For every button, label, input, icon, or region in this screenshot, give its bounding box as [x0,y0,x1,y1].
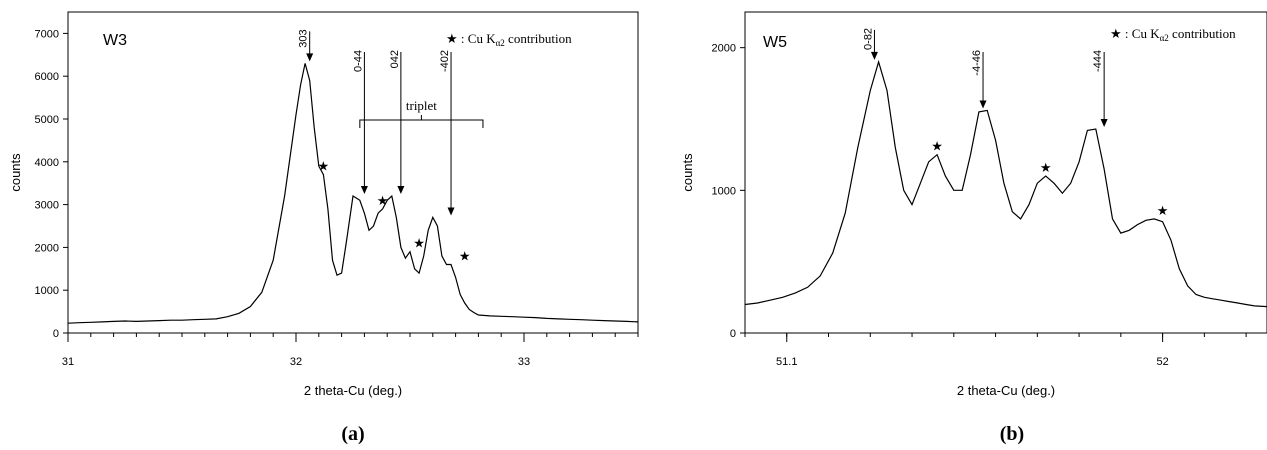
x-tick-label: 31 [62,356,74,368]
y-axis-title: counts [8,153,23,192]
x-tick-label: 51.1 [776,356,797,368]
peak-annotation: 042 [389,50,405,195]
peak-label: 042 [389,50,401,68]
kalpha2-star-marker: ★ [413,236,425,251]
peak-arrow-head [306,53,314,62]
chart-panel-b: 0 1000 2000 51.1 52 2 theta-Cu (deg.) counts W5… [680,11,1267,445]
kalpha2-star-marker: ★ [377,193,389,208]
kalpha2-star-marker: ★ [1157,203,1169,218]
peak-arrow-head [870,51,878,60]
peak-arrow-head [979,100,987,109]
plot-frame [67,11,639,334]
kalpha2-star-marker: ★ [1040,160,1052,175]
y-tick-label: 3000 [35,200,59,212]
panel-caption: (b) [1000,423,1024,445]
peak-label: 0-82 [862,28,874,50]
peak-arrow-head [1100,118,1108,127]
kalpha2-star-marker: ★ [318,159,330,174]
plot-frame [744,11,1267,334]
peak-label: -444 [1092,50,1104,72]
legend-suffix: contribution [1169,26,1236,41]
legend-subscript: α2 [496,38,505,48]
x-tick-label: 52 [1156,356,1168,368]
bracket-line [359,119,484,128]
peak-label: -4-46 [971,50,983,76]
peak-annotation: -4-46 [971,50,987,109]
diffraction-curve [744,59,1267,308]
panel-label: W3 [103,32,127,49]
peak-annotation: 303 [298,29,314,62]
y-tick-label: 1000 [712,185,736,197]
legend-suffix: contribution [505,31,572,46]
y-tick-label: 0 [53,328,59,340]
y-tick-label: 6000 [35,71,59,83]
y-tick-label: 4000 [35,157,59,169]
y-axis-title: counts [680,153,695,192]
legend-entry: ★ : Cu Kα2 contribution [1110,26,1236,43]
y-tick-label: 2000 [712,43,736,55]
legend-star: ★ [1110,26,1125,41]
peak-label: -402 [439,50,451,72]
peak-arrow-head [397,186,405,195]
bracket-label: triplet [406,98,437,113]
panel-caption: (a) [341,423,364,445]
peak-label: 0-44 [352,50,364,72]
legend-text: : Cu K [1125,26,1160,41]
y-tick-label: 1000 [35,285,59,297]
x-axis-title: 2 theta-Cu (deg.) [957,383,1055,398]
kalpha2-star-marker: ★ [459,249,471,264]
legend-entry: ★ : Cu Kα2 contribution [446,31,572,48]
peak-annotation: 0-82 [862,28,878,60]
legend-star: ★ [446,31,461,46]
x-tick-label: 33 [518,356,530,368]
y-tick-label: 7000 [35,28,59,40]
y-tick-label: 0 [730,328,736,340]
triplet-bracket: triplet [359,98,484,128]
y-tick-label: 2000 [35,242,59,254]
x-axis-title: 2 theta-Cu (deg.) [304,383,402,398]
x-tick-label: 32 [290,356,302,368]
peak-annotation: -444 [1092,50,1108,127]
diffraction-curve [67,63,639,324]
peak-arrow-head [360,186,368,195]
kalpha2-star-marker: ★ [931,139,943,154]
chart-panel-a: 0 1000 2000 3000 4000 5000 6000 7000 31 32 33 2 the… [8,11,639,445]
peak-annotation: -402 [439,50,455,216]
peak-label: 303 [298,29,310,47]
panel-label: W5 [763,34,787,51]
peak-arrow-head [447,207,455,216]
legend-text: : Cu K [461,31,496,46]
legend-subscript: α2 [1160,33,1169,43]
y-tick-label: 5000 [35,114,59,126]
